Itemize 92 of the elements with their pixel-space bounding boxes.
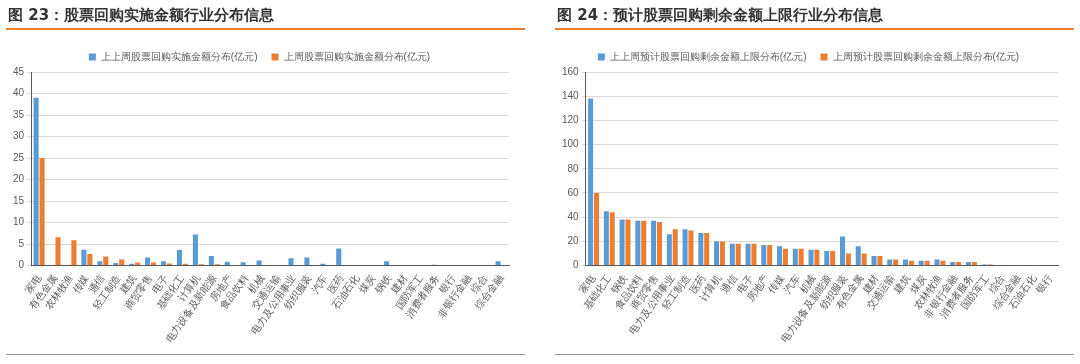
bar [861, 253, 867, 266]
y-tick-label: 35 [13, 108, 25, 120]
bar [619, 219, 625, 266]
bar [103, 256, 109, 266]
bar [113, 263, 119, 266]
bar [824, 251, 830, 266]
y-tick-label: 40 [13, 87, 25, 99]
bar [698, 232, 704, 266]
bar [208, 256, 214, 266]
bar [735, 243, 741, 266]
bar [588, 98, 594, 266]
bar [336, 248, 342, 266]
bar [39, 158, 45, 266]
bar [176, 250, 182, 266]
bar [87, 253, 93, 266]
y-tick-label: 60 [567, 186, 580, 198]
bar [767, 245, 773, 266]
bar [81, 249, 87, 266]
y-tick-label: 25 [13, 151, 25, 163]
bar [384, 261, 390, 266]
bar [55, 237, 61, 266]
y-tick-label: 0 [573, 259, 580, 271]
bar [688, 230, 694, 266]
legend-label: 上周股票回购实施金额分布(亿元) [283, 50, 431, 62]
y-tick-label: 45 [13, 65, 25, 77]
bar [495, 261, 501, 266]
bar [971, 261, 977, 266]
bar [594, 192, 600, 266]
bar [830, 251, 836, 266]
legend-label: 上上周预计股票回购剩余金额上限分布(亿元) [609, 50, 807, 62]
bar [871, 255, 877, 266]
bar [782, 248, 788, 266]
bar [71, 240, 77, 266]
chart-title: 图 23：股票回购实施金额行业分布信息 [6, 0, 525, 30]
y-tick-label: 160 [562, 65, 580, 77]
bar [704, 232, 710, 266]
legend-label: 上上周股票回购实施金额分布(亿元) [100, 50, 258, 62]
bar [855, 246, 861, 266]
bar [924, 260, 930, 266]
bar [877, 255, 883, 266]
y-tick-label: 30 [13, 130, 25, 142]
bar [918, 260, 924, 266]
bar [304, 257, 310, 266]
bar [808, 249, 814, 266]
bar [714, 241, 720, 266]
bar [641, 220, 647, 266]
bar [792, 248, 798, 266]
bar [651, 220, 657, 266]
legend-label: 上周预计股票回购剩余金额上限分布(亿元) [832, 50, 1020, 62]
bar [745, 243, 751, 266]
y-tick-label: 0 [18, 259, 25, 271]
y-tick-label: 100 [562, 138, 580, 150]
bar [845, 253, 851, 266]
bar [666, 234, 672, 266]
bar [908, 260, 914, 266]
bar [672, 229, 678, 266]
bar [940, 260, 946, 266]
bar [656, 222, 662, 266]
bar [840, 236, 846, 266]
bar [288, 258, 294, 266]
bar [798, 248, 804, 266]
y-tick-label: 20 [13, 173, 25, 185]
bar [192, 234, 198, 266]
bar [965, 261, 971, 266]
bar [33, 97, 39, 266]
y-tick-label: 15 [13, 194, 25, 206]
bar [256, 260, 262, 266]
bar [161, 261, 167, 266]
y-tick-label: 20 [567, 235, 580, 247]
y-tick-label: 120 [562, 114, 580, 126]
bar [625, 219, 631, 266]
bar [814, 249, 820, 266]
bar [97, 261, 103, 266]
bar [777, 246, 783, 266]
bar [603, 211, 609, 266]
bar [719, 241, 725, 266]
bar [956, 261, 962, 266]
bar [635, 220, 641, 266]
bar [751, 243, 757, 266]
bar [682, 229, 688, 266]
bar [609, 212, 615, 266]
y-tick-label: 10 [13, 216, 25, 228]
bar [145, 257, 151, 266]
bar [240, 262, 246, 266]
y-tick-label: 140 [562, 89, 580, 101]
y-tick-label: 40 [567, 210, 580, 222]
bar [950, 261, 956, 266]
bar [729, 243, 735, 266]
y-tick-label: 80 [567, 162, 580, 174]
y-tick-label: 5 [18, 237, 25, 249]
chart-title: 图 24：预计股票回购剩余金额上限行业分布信息 [555, 0, 1074, 30]
bar [761, 245, 767, 266]
